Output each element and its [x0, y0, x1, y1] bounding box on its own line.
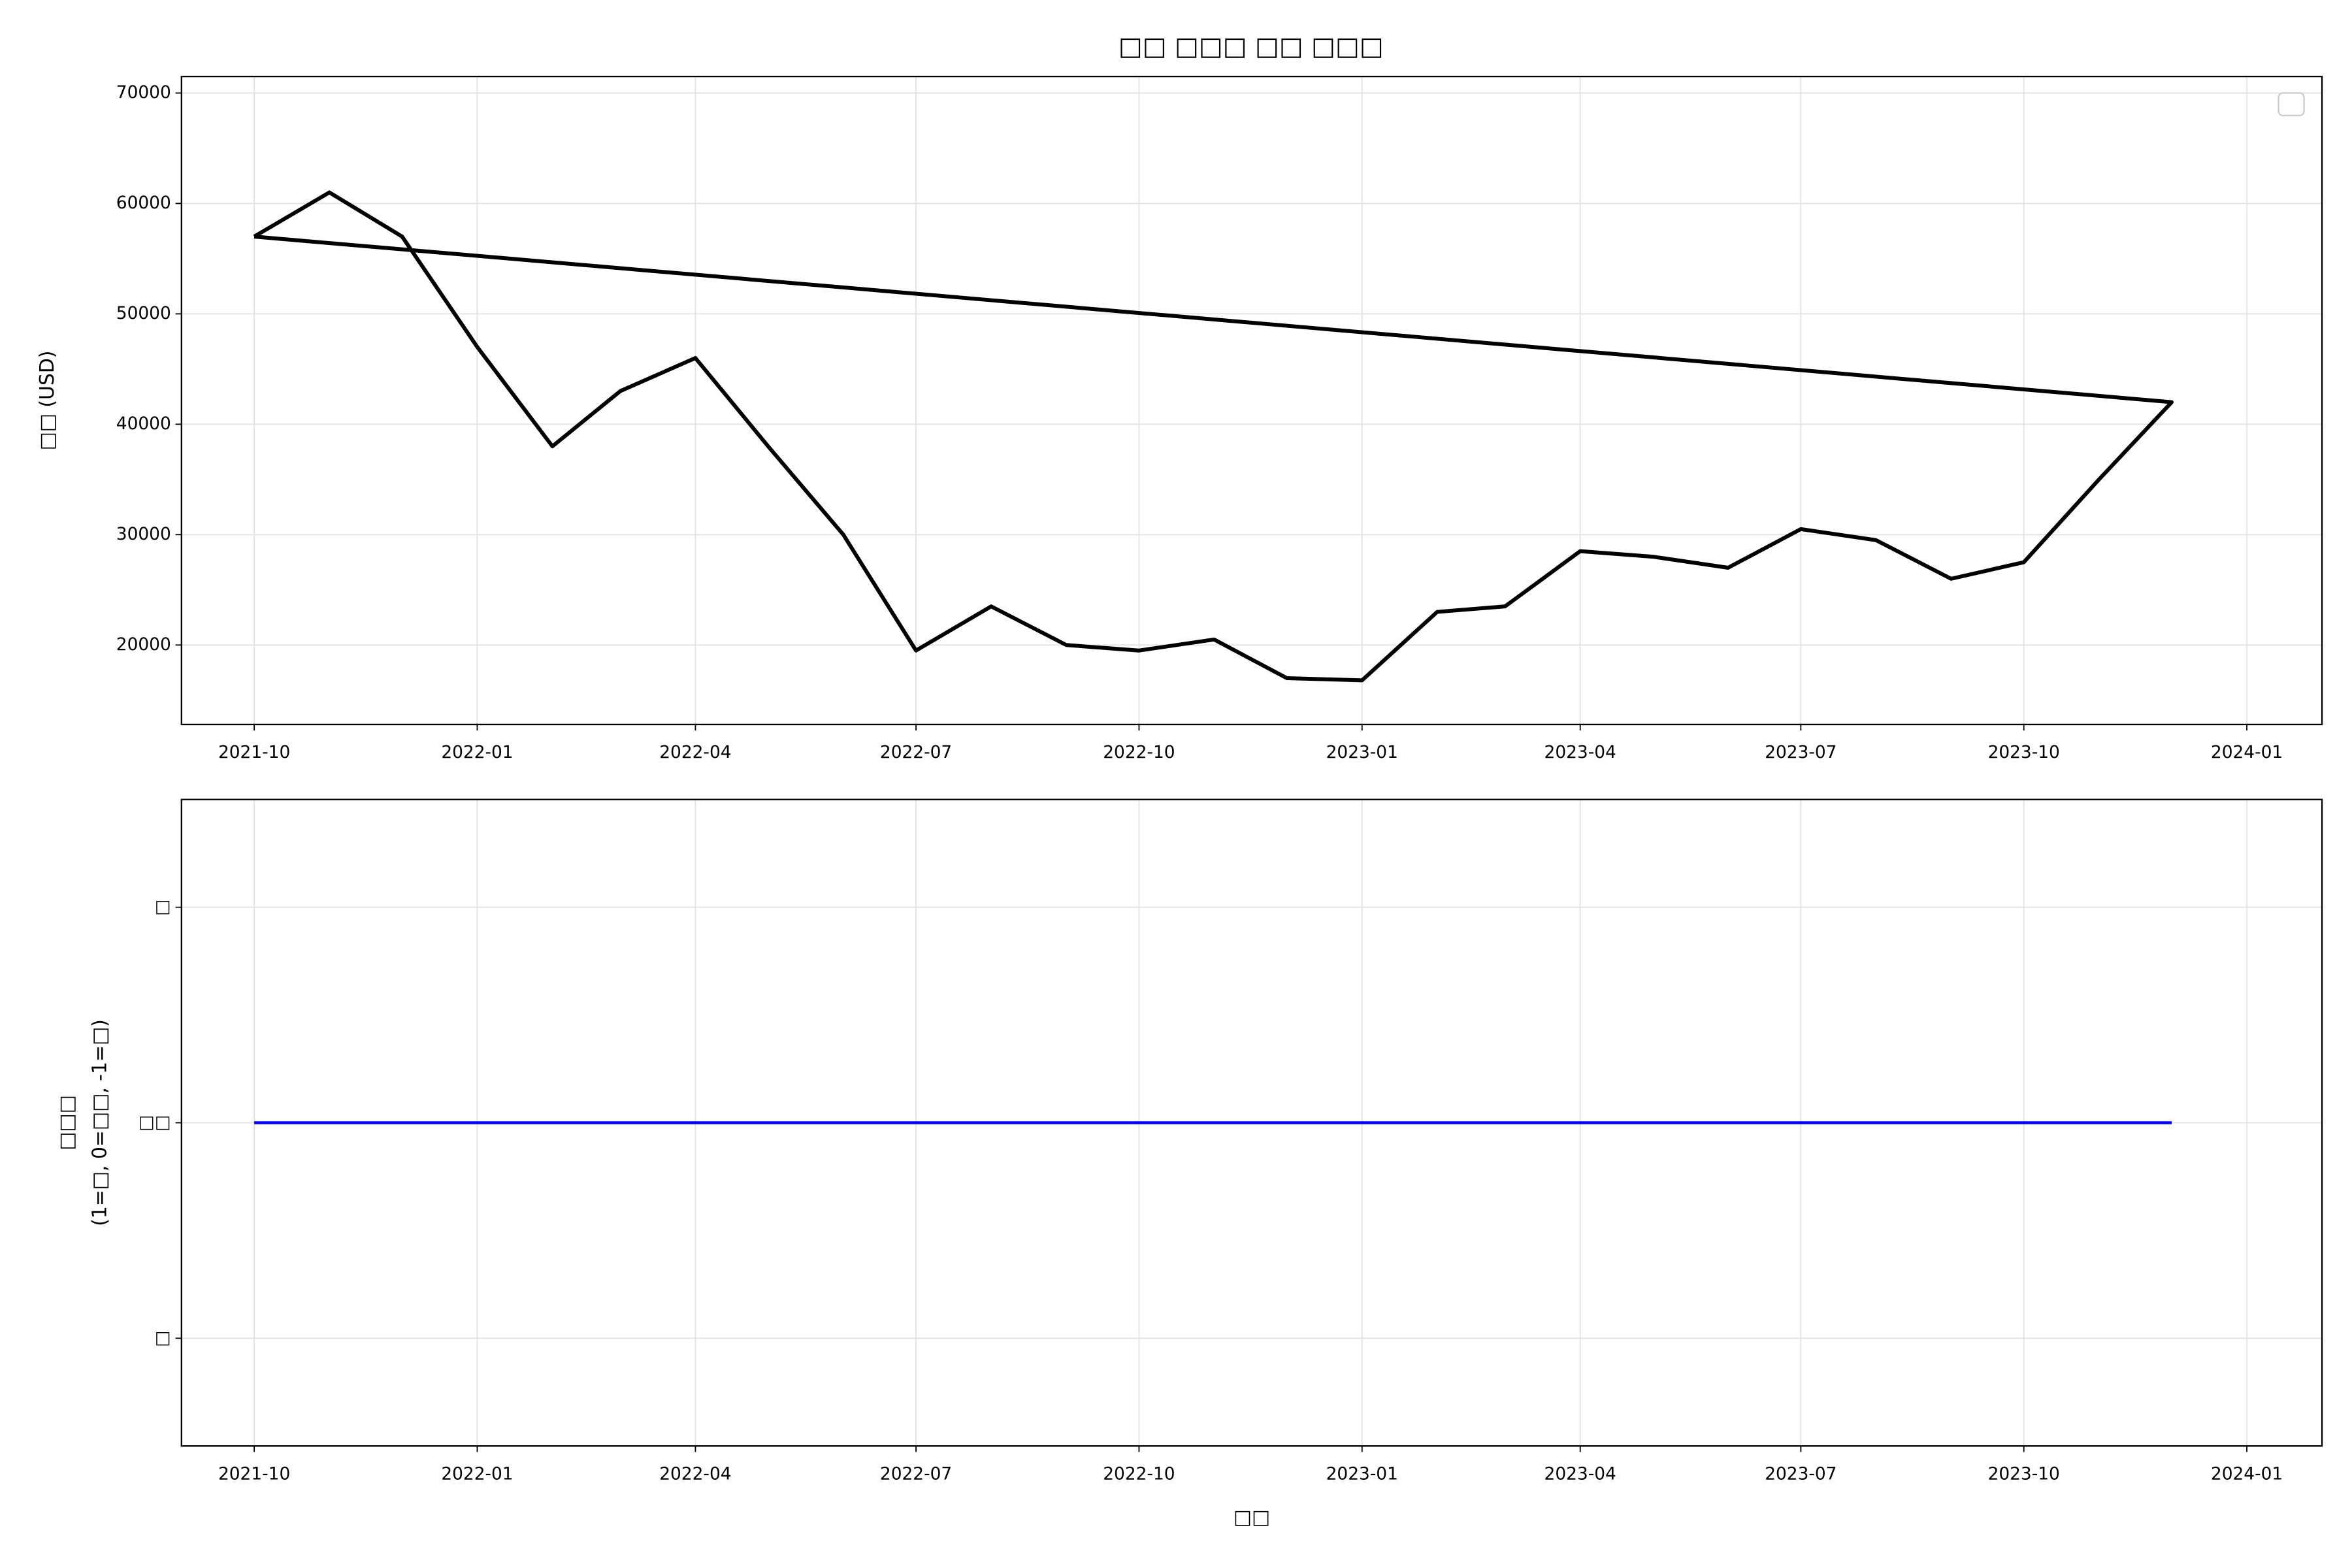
y-tick-label: 20000 [116, 634, 171, 655]
data-line [253, 190, 2174, 683]
x-tick-label: 2021-10 [218, 742, 290, 762]
x-tick-label: 2022-04 [659, 1463, 731, 1484]
plot-frame [180, 75, 2323, 726]
x-tick-label: 2023-10 [1988, 1463, 2060, 1484]
x-tick-label: 2022-01 [441, 742, 513, 762]
y-tick-label: □ [155, 896, 171, 917]
y-tick-label: 50000 [116, 303, 171, 323]
x-tick-label: 2023-10 [1988, 742, 2060, 762]
x-tick-label: 2023-07 [1765, 1463, 1837, 1484]
y-tick-label: 30000 [116, 524, 171, 544]
y-tick-label: 70000 [116, 82, 171, 103]
x-tick-label: 2023-01 [1326, 742, 1398, 762]
x-tick-label: 2023-04 [1544, 1463, 1616, 1484]
x-tick-label: 2023-07 [1765, 742, 1837, 762]
chart-title: □□ □□□ □□ □□□ [1119, 32, 1384, 61]
y-tick-label: 60000 [116, 193, 171, 213]
y-axis-label: □□ (USD) [36, 351, 59, 451]
x-tick-label: 2021-10 [218, 1463, 290, 1484]
x-tick-label: 2023-01 [1326, 1463, 1398, 1484]
x-tick-label: 2023-04 [1544, 742, 1616, 762]
x-tick-label: 2024-01 [2211, 742, 2283, 762]
y-tick-label: □□ [139, 1112, 171, 1132]
y-tick-label: 40000 [116, 414, 171, 434]
x-tick-label: 2022-10 [1103, 1463, 1175, 1484]
x-tick-label: 2022-10 [1103, 742, 1175, 762]
y-axis-label: □□□ [56, 1095, 78, 1151]
legend [2278, 92, 2305, 116]
x-axis-label: □□ [1233, 1506, 1270, 1529]
y-tick-label: □ [155, 1328, 171, 1348]
y-axis-label: (1=□, 0=□□, -1=□) [88, 1019, 111, 1226]
x-tick-label: 2024-01 [2211, 1463, 2283, 1484]
x-tick-label: 2022-07 [880, 742, 952, 762]
x-tick-label: 2022-07 [880, 1463, 952, 1484]
x-tick-label: 2022-01 [441, 1463, 513, 1484]
x-tick-label: 2022-04 [659, 742, 731, 762]
plot-frame [180, 798, 2323, 1447]
